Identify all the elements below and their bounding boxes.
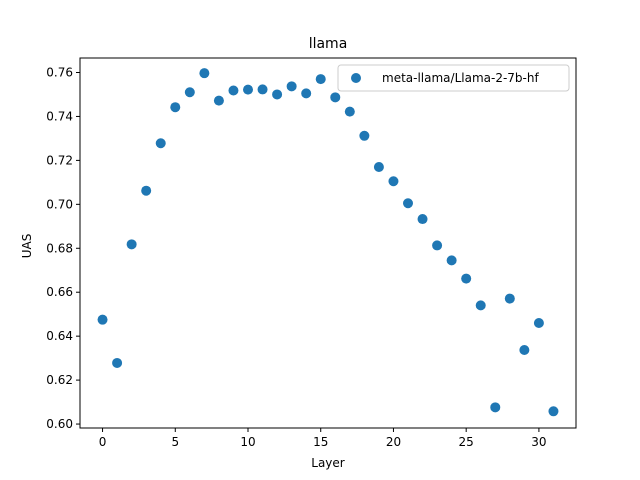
data-point bbox=[112, 357, 123, 368]
data-point bbox=[490, 402, 501, 413]
data-point bbox=[359, 130, 370, 141]
data-point bbox=[155, 138, 166, 149]
legend: meta-llama/Llama-2-7b-hf bbox=[337, 64, 570, 92]
data-point bbox=[315, 74, 326, 85]
data-point bbox=[373, 161, 384, 172]
legend-entry-label: meta-llama/Llama-2-7b-hf bbox=[382, 71, 539, 85]
chart-title: llama bbox=[309, 36, 348, 52]
data-point bbox=[141, 185, 152, 196]
data-point bbox=[548, 406, 559, 417]
x-tick-label: 25 bbox=[459, 435, 474, 449]
data-point bbox=[504, 293, 515, 304]
y-axis: 0.60 0.62 0.64 0.66 0.68 0.70 0.72 0.74 0.76 bbox=[46, 66, 80, 431]
x-tick-label: 10 bbox=[240, 435, 255, 449]
x-tick-label: 15 bbox=[313, 435, 328, 449]
y-axis-label: UAS bbox=[20, 234, 34, 259]
data-point bbox=[272, 89, 283, 100]
x-tick-label: 20 bbox=[386, 435, 401, 449]
data-point bbox=[533, 317, 544, 328]
plot-frame bbox=[79, 57, 577, 429]
y-tick-label: 0.66 bbox=[46, 285, 73, 299]
data-point bbox=[286, 81, 297, 92]
x-axis: 0 5 10 15 20 25 30 bbox=[99, 428, 547, 449]
y-tick-label: 0.72 bbox=[46, 153, 73, 167]
data-point bbox=[403, 198, 413, 209]
y-tick-label: 0.70 bbox=[46, 197, 73, 211]
data-point bbox=[388, 176, 399, 187]
data-points bbox=[97, 68, 559, 417]
plot-area bbox=[79, 57, 577, 429]
x-tick-label: 5 bbox=[171, 435, 179, 449]
data-point bbox=[475, 300, 486, 311]
data-point bbox=[432, 240, 443, 251]
y-tick-label: 0.62 bbox=[46, 373, 73, 387]
y-tick-label: 0.68 bbox=[46, 241, 73, 255]
data-point bbox=[213, 95, 224, 106]
y-tick-label: 0.64 bbox=[46, 329, 73, 343]
data-point bbox=[97, 314, 108, 325]
data-point bbox=[257, 84, 268, 95]
legend-marker bbox=[351, 73, 361, 83]
data-point bbox=[330, 92, 341, 103]
data-point bbox=[344, 106, 355, 117]
data-point bbox=[228, 85, 239, 96]
data-point bbox=[126, 239, 137, 250]
data-point bbox=[170, 102, 181, 113]
data-point bbox=[301, 88, 312, 99]
legend-frame bbox=[337, 64, 570, 92]
data-point bbox=[519, 345, 530, 356]
data-point bbox=[199, 68, 210, 79]
x-axis-label: Layer bbox=[311, 456, 345, 470]
y-tick-label: 0.74 bbox=[46, 109, 73, 123]
y-tick-label: 0.60 bbox=[46, 417, 73, 431]
x-tick-label: 0 bbox=[99, 435, 107, 449]
data-point bbox=[184, 87, 195, 98]
x-tick-label: 30 bbox=[531, 435, 546, 449]
data-point bbox=[446, 255, 457, 266]
y-tick-label: 0.76 bbox=[46, 66, 73, 80]
data-point bbox=[417, 214, 428, 225]
data-point bbox=[461, 273, 472, 284]
data-point bbox=[243, 84, 253, 95]
